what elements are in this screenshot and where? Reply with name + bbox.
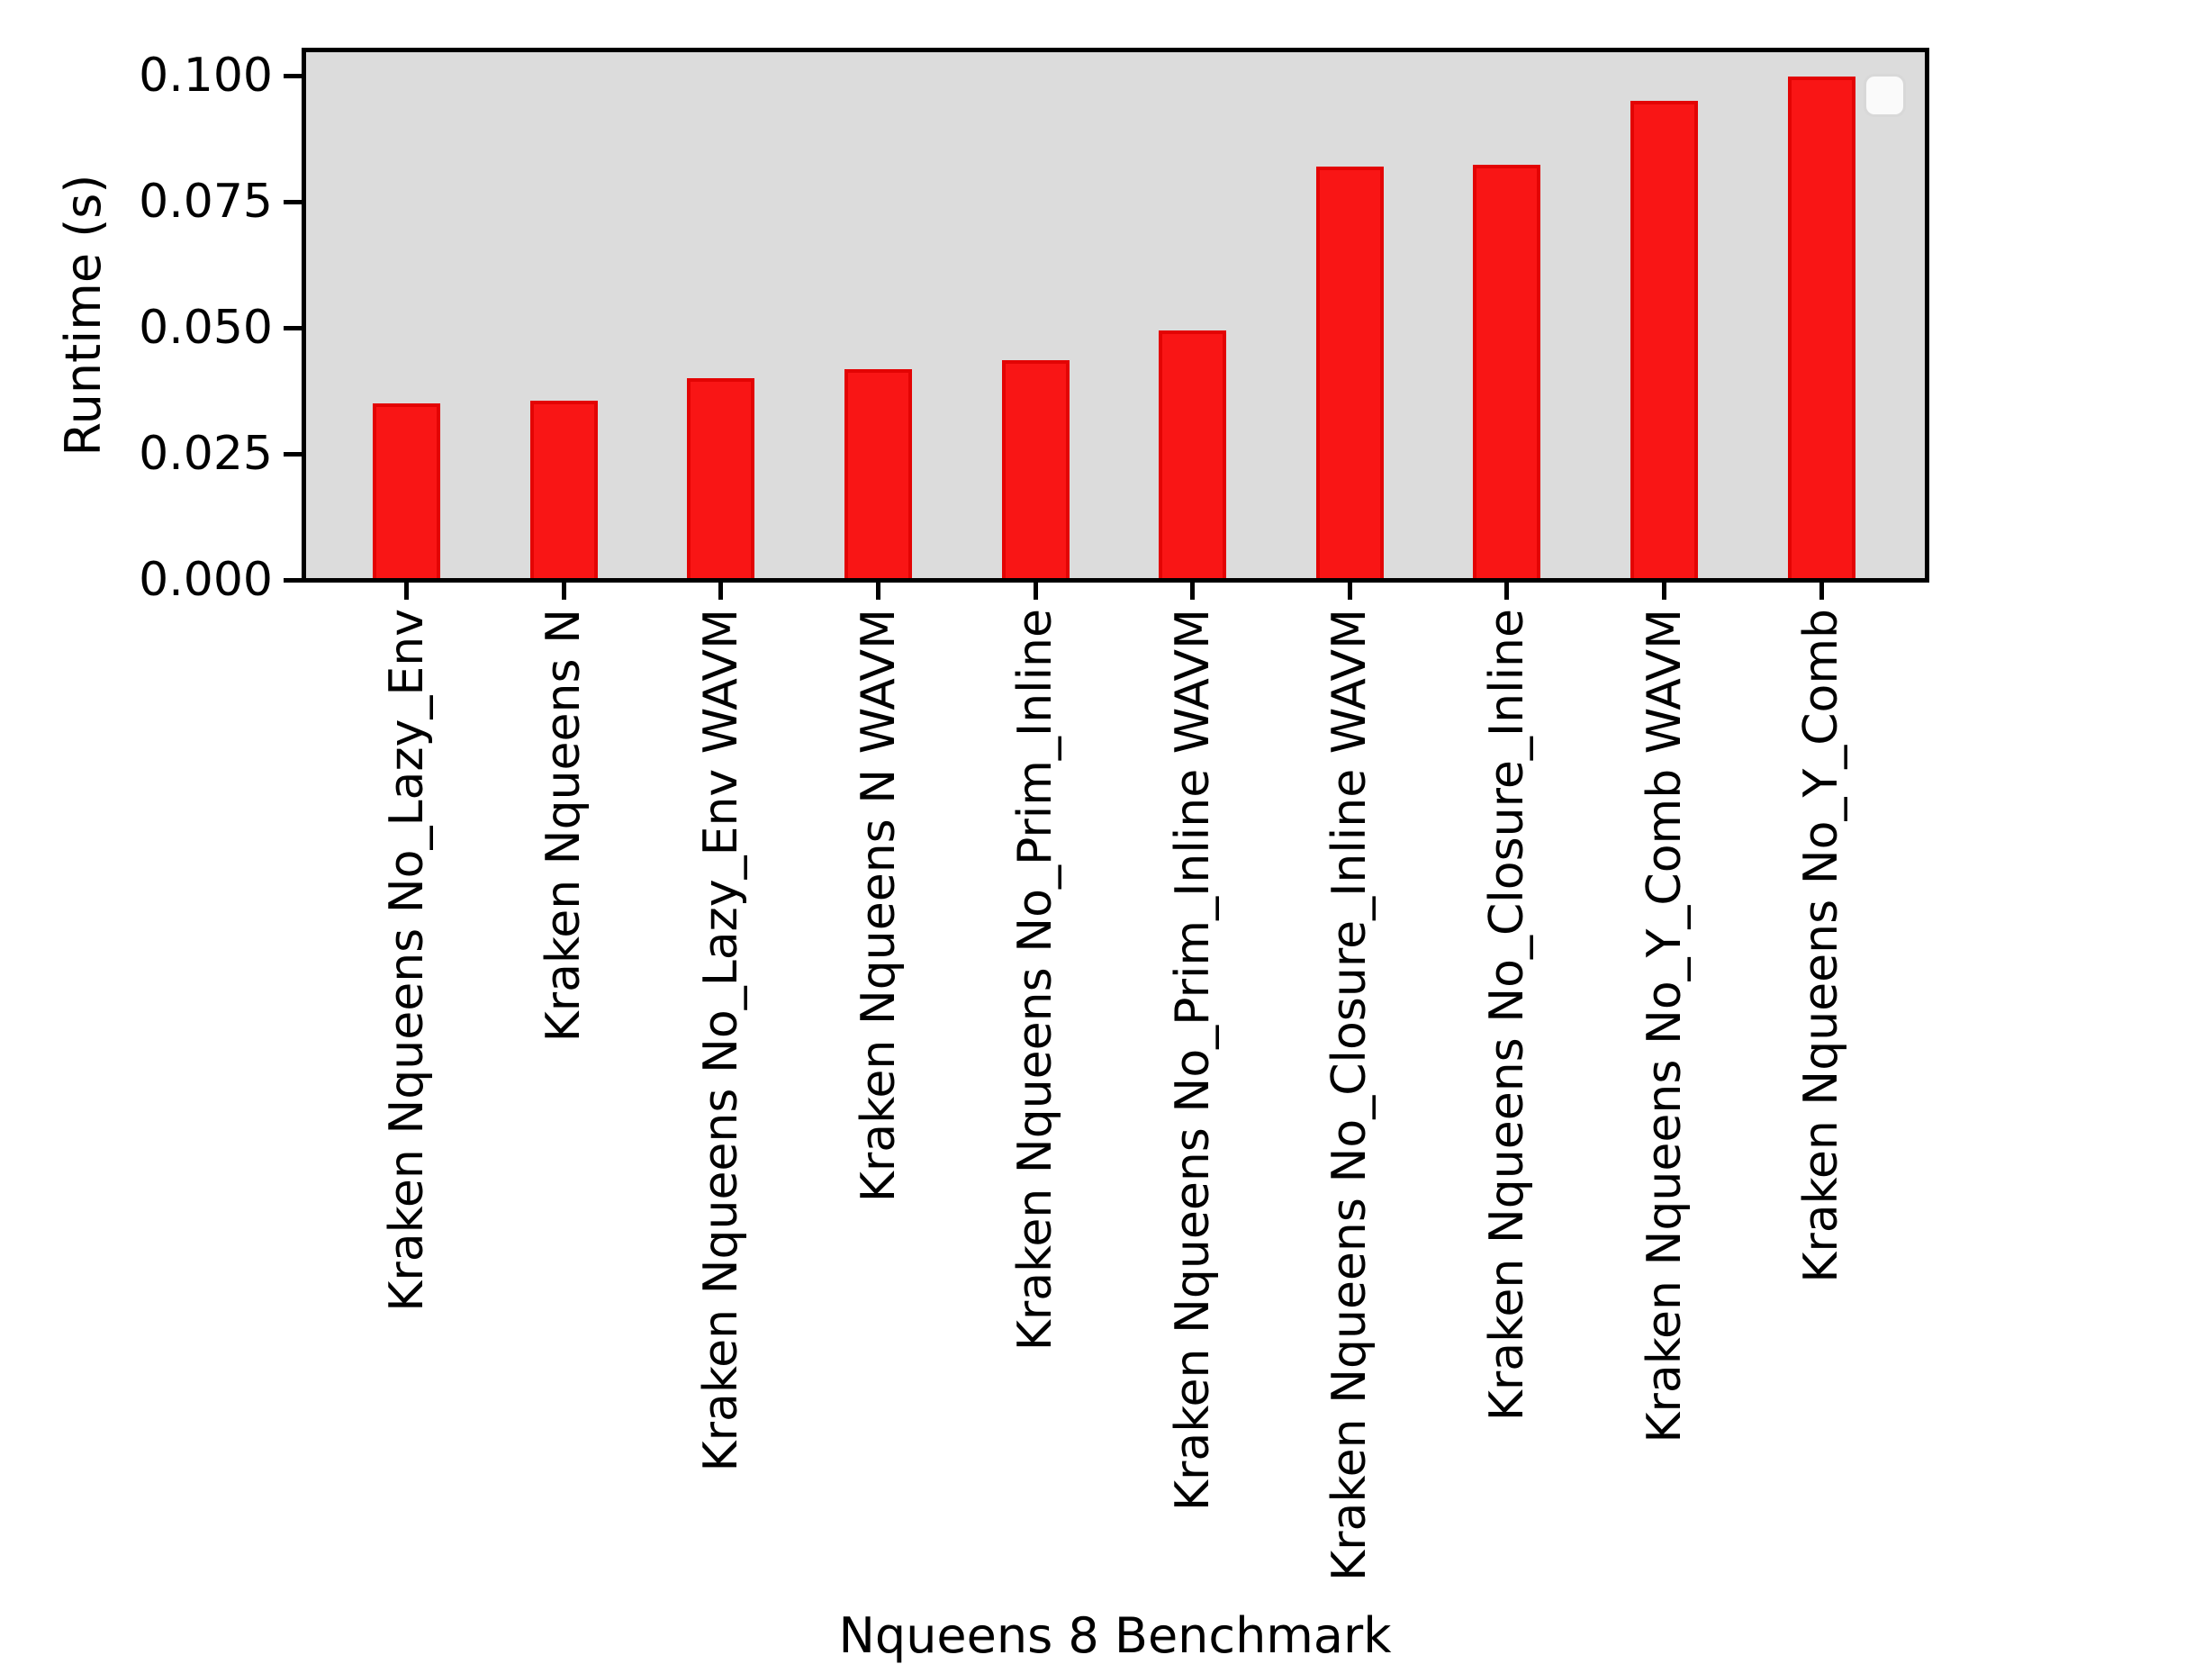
bar	[1473, 164, 1541, 580]
x-tick	[404, 580, 410, 600]
y-tick-label: 0.100	[139, 49, 273, 104]
x-tick	[718, 580, 724, 600]
x-tick-label: Kraken Nqueens N	[537, 609, 591, 1043]
bar	[844, 368, 912, 580]
y-tick	[284, 73, 303, 78]
legend-box	[1864, 74, 1906, 117]
x-tick	[561, 580, 566, 600]
x-tick-label: Kraken Nqueens No_Y_Comb	[1794, 609, 1849, 1283]
bar	[1787, 76, 1855, 580]
x-tick	[1190, 580, 1196, 600]
x-tick	[1504, 580, 1510, 600]
x-tick-label: Kraken Nqueens No_Prim_Inline	[1008, 609, 1063, 1352]
y-tick-label: 0.075	[139, 175, 273, 230]
x-tick-label: Kraken Nqueens No_Closure_Inline	[1479, 609, 1534, 1422]
x-tick	[1347, 580, 1352, 600]
bar	[373, 403, 441, 580]
y-tick	[284, 451, 303, 457]
bar	[529, 401, 598, 580]
x-tick-label: Kraken Nqueens No_Prim_Inline WAVM	[1165, 609, 1220, 1512]
y-axis-label: Runtime (s)	[55, 174, 112, 456]
y-tick	[284, 577, 303, 583]
bar	[1001, 359, 1070, 580]
bar	[1159, 330, 1227, 580]
y-tick-label: 0.000	[139, 553, 273, 607]
x-tick	[1033, 580, 1038, 600]
bar	[1630, 101, 1698, 580]
x-tick-label: Kraken Nqueens No_Closure_Inline WAVM	[1323, 609, 1377, 1581]
y-tick	[284, 199, 303, 204]
y-tick-label: 0.050	[139, 301, 273, 356]
x-tick	[876, 580, 880, 600]
bar	[687, 378, 755, 580]
x-tick	[1662, 580, 1666, 600]
bar	[1315, 166, 1384, 580]
x-tick-label: Kraken Nqueens N WAVM	[851, 609, 906, 1203]
x-axis-label: Nqueens 8 Benchmark	[838, 1607, 1392, 1664]
y-tick-label: 0.025	[139, 427, 273, 482]
x-tick	[1819, 580, 1824, 600]
x-tick-label: Kraken Nqueens No_Lazy_Env WAVM	[693, 609, 748, 1472]
x-tick-label: Kraken Nqueens No_Lazy_Env	[379, 609, 434, 1312]
y-tick	[284, 325, 303, 330]
x-tick-label: Kraken Nqueens No_Y_Comb WAVM	[1637, 609, 1692, 1443]
